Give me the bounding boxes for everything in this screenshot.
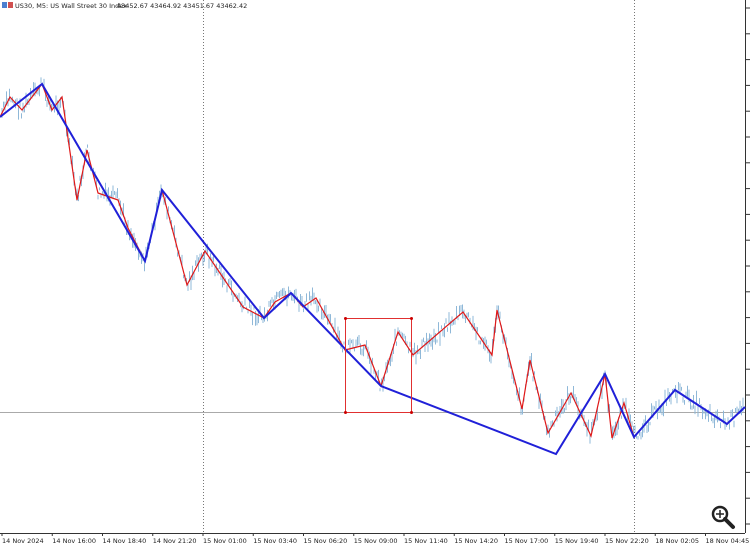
symbol-text: US30, M5: US Wall Street 30 Index (15, 2, 127, 10)
time-label: 15 Nov 09:00 (354, 537, 398, 545)
time-label: 15 Nov 22:20 (605, 537, 649, 545)
time-label: 15 Nov 01:00 (203, 537, 247, 545)
time-label: 18 Nov 04:45 (706, 537, 750, 545)
time-label: 14 Nov 2024 (2, 537, 44, 545)
time-label: 15 Nov 03:40 (253, 537, 297, 545)
time-label: 18 Nov 02:05 (655, 537, 699, 545)
time-label: 15 Nov 14:20 (454, 537, 498, 545)
price-axis-ticks (745, 7, 750, 525)
time-label: 15 Nov 17:00 (505, 537, 549, 545)
time-axis-labels: 14 Nov 2024 14 Nov 16:00 14 Nov 18:40 14 No… (1, 533, 750, 545)
selection-rectangle[interactable] (344, 317, 413, 414)
time-label: 14 Nov 16:00 (52, 537, 96, 545)
header: US30, M5: US Wall Street 30 Index 43452.… (2, 2, 247, 10)
time-label: 14 Nov 21:20 (153, 537, 197, 545)
time-label: 14 Nov 18:40 (103, 537, 147, 545)
zigzag-major (0, 82, 746, 456)
time-label: 15 Nov 06:20 (304, 537, 348, 545)
time-label: 15 Nov 11:40 (404, 537, 448, 545)
ohlc-text: 43452.67 43464.92 43451.67 43462.42 (117, 2, 247, 10)
time-label: 15 Nov 19:40 (555, 537, 599, 545)
zoom-icon[interactable] (711, 505, 735, 529)
